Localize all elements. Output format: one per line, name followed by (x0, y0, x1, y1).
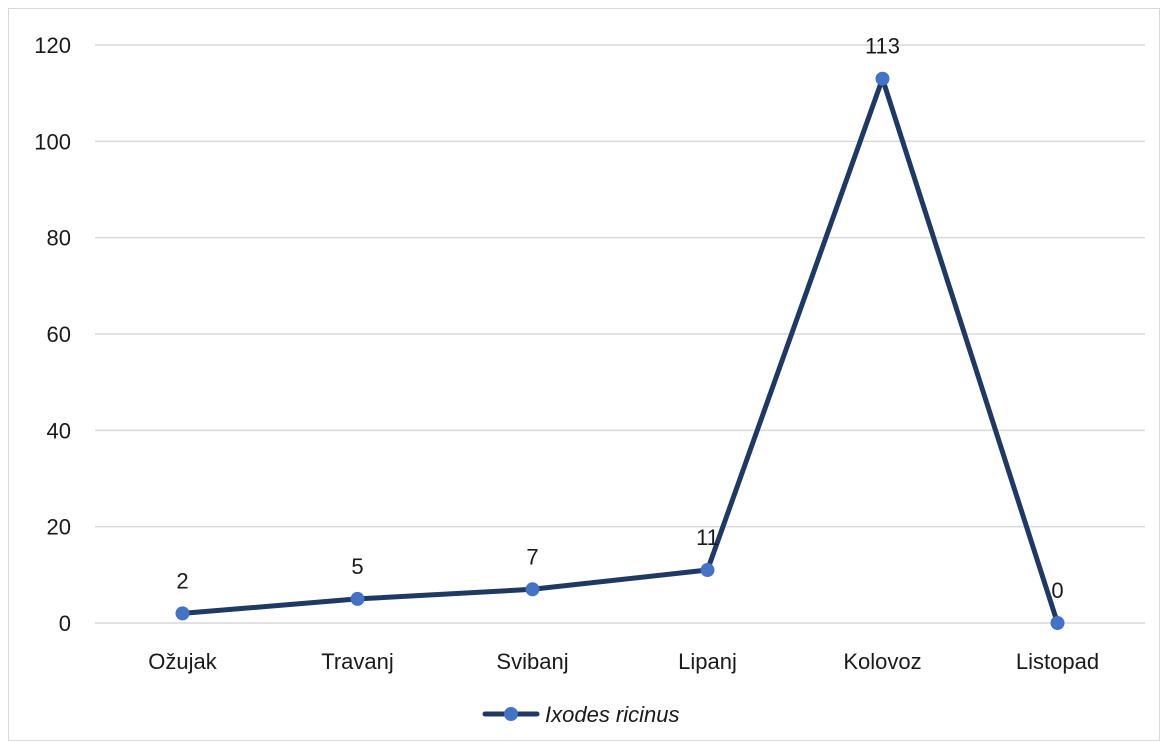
y-tick-label: 0 (59, 611, 71, 636)
data-point (525, 582, 540, 597)
data-label: 5 (351, 554, 363, 579)
x-tick-label: Travanj (321, 649, 394, 674)
series-ixodes-ricinus (175, 71, 1065, 630)
data-label: 11 (696, 525, 719, 550)
series-line (180, 76, 1060, 626)
x-tick-label: Lipanj (678, 649, 737, 674)
data-point (700, 563, 715, 578)
y-tick-label: 60 (47, 322, 71, 347)
y-tick-label: 120 (34, 33, 71, 58)
y-tick-label: 100 (34, 129, 71, 154)
y-axis: 0 20 40 60 80 100 120 (34, 33, 71, 636)
y-tick-label: 20 (47, 515, 71, 540)
x-tick-label: Ožujak (148, 649, 217, 674)
data-label: 7 (526, 544, 538, 569)
legend-label: Ixodes ricinus (545, 702, 680, 727)
data-label: 0 (1051, 578, 1063, 603)
data-label: 113 (865, 34, 900, 59)
legend-marker-swatch (504, 707, 518, 721)
y-tick-label: 40 (47, 418, 71, 443)
data-point (875, 71, 890, 86)
x-tick-label: Listopad (1016, 649, 1099, 674)
x-axis: Ožujak Travanj Svibanj Lipanj Kolovoz Listopa… (148, 649, 1099, 674)
data-point (1050, 616, 1065, 630)
y-tick-label: 80 (47, 226, 71, 251)
chart-container: 0 20 40 60 80 100 120 Ožujak Travanj Svibanj Lipa… (8, 8, 1160, 741)
gridlines (95, 44, 1145, 624)
legend: Ixodes ricinus (482, 702, 680, 727)
x-tick-label: Kolovoz (843, 649, 921, 674)
data-label: 2 (176, 568, 188, 593)
data-labels: 2 5 7 11 113 0 (176, 34, 1063, 603)
x-tick-label: Svibanj (496, 649, 568, 674)
data-point (175, 606, 190, 621)
data-point (350, 591, 365, 606)
